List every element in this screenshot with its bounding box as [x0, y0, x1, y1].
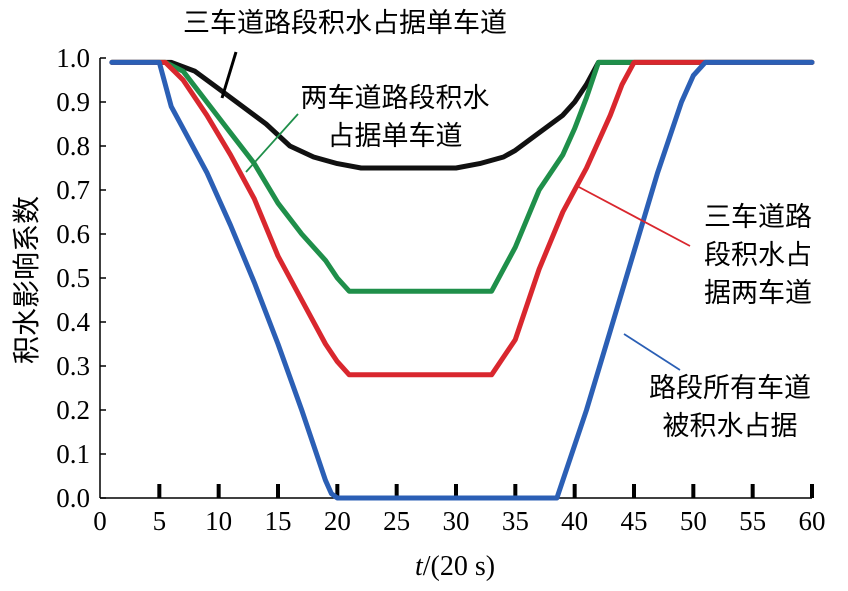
- y-tick-label: 0.8: [56, 131, 90, 161]
- y-tick-label: 0.2: [56, 395, 90, 425]
- y-tick-label: 0.5: [56, 263, 90, 293]
- annotation-line: 两车道路段积水: [301, 83, 490, 114]
- x-tick-label: 0: [93, 506, 107, 536]
- x-axis-title-variable: t: [415, 551, 424, 582]
- y-tick-label: 0.6: [56, 219, 90, 249]
- y-tick-label: 0.0: [56, 483, 90, 513]
- annotation-leader-2: [245, 113, 299, 173]
- x-tick-label: 15: [265, 506, 292, 536]
- x-tick-label: 40: [561, 506, 588, 536]
- annotation-line: 三车道路段积水占据单车道: [183, 8, 507, 39]
- x-tick-label: 35: [502, 506, 529, 536]
- annotation-line: 据两车道: [704, 278, 812, 309]
- x-tick-label: 20: [324, 506, 351, 536]
- x-tick-label: 5: [153, 506, 167, 536]
- y-tick-label: 0.9: [56, 87, 90, 117]
- annotation-line: 被积水占据: [663, 411, 798, 442]
- annotation-line: 路段所有车道: [649, 373, 811, 404]
- annotation-leader-3: [576, 185, 691, 247]
- annotation-line: 段积水占: [704, 240, 812, 271]
- y-tick-label: 0.1: [56, 439, 90, 469]
- annotation-leader-1: [220, 51, 238, 99]
- annotation-label-2: 两车道路段积水占据单车道: [301, 83, 490, 152]
- series-line-3: [109, 59, 815, 378]
- y-tick-label: 0.4: [56, 307, 90, 337]
- x-tick-label: 10: [205, 506, 232, 536]
- y-tick-label: 1.0: [56, 43, 90, 73]
- y-axis-title: 积水影响系数: [11, 196, 43, 364]
- x-tick-label: 25: [383, 506, 410, 536]
- series-line-4: [109, 59, 815, 501]
- annotation-line: 占据单车道: [328, 121, 463, 152]
- annotation-label-4: 路段所有车道被积水占据: [649, 373, 811, 442]
- x-tick-label: 55: [739, 506, 766, 536]
- annotation-label-1: 三车道路段积水占据单车道: [183, 8, 507, 39]
- y-tick-label: 0.3: [56, 351, 90, 381]
- x-tick-label: 45: [621, 506, 648, 536]
- annotation-layer: 三车道路段积水占据单车道两车道路段积水占据单车道三车道路段积水占据两车道路段所有…: [183, 8, 812, 442]
- series-layer: [109, 59, 815, 501]
- x-tick-label: 30: [443, 506, 470, 536]
- x-axis-title: t/(20 s): [415, 551, 495, 582]
- annotation-line: 三车道路: [704, 202, 812, 233]
- annotation-leader-4: [623, 333, 681, 371]
- y-tick-label: 0.7: [56, 175, 90, 205]
- annotation-label-3: 三车道路段积水占据两车道: [704, 202, 812, 309]
- series-line-1: [109, 59, 815, 171]
- axes: 0.0 0.1 0.2 0.3 0.4 0.5 0.6 0.7 0.8 0.9 1.0 0 5 10 15 2…: [56, 43, 825, 536]
- series-line-2: [109, 59, 815, 294]
- x-axis-title-unit: /(20 s): [423, 551, 495, 582]
- x-tick-label: 60: [799, 506, 826, 536]
- x-tick-label: 50: [680, 506, 707, 536]
